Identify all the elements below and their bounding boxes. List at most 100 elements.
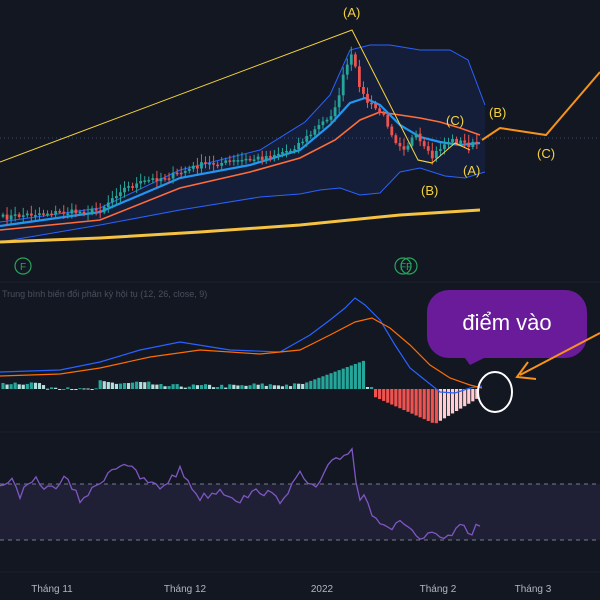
macd-histogram-bar <box>187 386 191 389</box>
macd-histogram-bar <box>378 389 382 400</box>
candle-body <box>455 138 458 144</box>
macd-histogram-bar <box>139 382 143 389</box>
candle-body <box>240 159 244 162</box>
candle-body <box>131 186 134 188</box>
candle-body <box>5 214 9 220</box>
candle-body <box>228 160 232 162</box>
macd-histogram-bar <box>471 389 475 402</box>
rsi-band <box>0 484 600 540</box>
macd-histogram-bar <box>248 385 252 389</box>
macd-histogram-bar <box>341 368 345 389</box>
macd-histogram-bar <box>110 382 114 389</box>
candle-body <box>289 150 292 153</box>
macd-histogram-bar <box>422 389 426 420</box>
macd-histogram-bar <box>337 370 341 389</box>
macd-histogram-bar <box>386 389 390 403</box>
candle-body <box>38 213 41 216</box>
x-tick: Tháng 2 <box>420 584 457 595</box>
macd-histogram-bar <box>244 385 248 389</box>
macd-histogram-bar <box>114 383 118 389</box>
candle-body <box>260 156 264 160</box>
candle-body <box>272 154 276 158</box>
event-marker[interactable]: F <box>394 257 412 275</box>
macd-histogram-bar <box>467 389 471 404</box>
candle-body <box>208 163 211 165</box>
candle-body <box>329 116 333 120</box>
candle-body <box>115 196 118 199</box>
event-marker[interactable]: F <box>14 257 32 275</box>
macd-histogram-bar <box>54 387 58 389</box>
macd-histogram-bar <box>463 389 467 407</box>
candle-body <box>439 149 442 151</box>
macd-histogram-bar <box>236 385 240 389</box>
candle-body <box>191 165 195 169</box>
candle-body <box>224 160 228 163</box>
macd-histogram-bar <box>203 384 208 389</box>
macd-histogram-bar <box>62 388 66 390</box>
ma-long-line <box>0 208 481 244</box>
bollinger-upper <box>0 44 486 223</box>
candle-body <box>451 138 454 143</box>
candle-body <box>220 162 224 166</box>
macd-histogram-bar <box>288 386 293 389</box>
entry-arrow <box>515 332 600 380</box>
candle-body <box>285 150 288 153</box>
svg-text:F: F <box>406 262 412 273</box>
macd-histogram-bar <box>82 388 86 390</box>
macd-histogram-bar <box>191 384 195 389</box>
macd-histogram-bar <box>284 384 289 389</box>
macd-histogram-bar <box>301 383 305 389</box>
macd-histogram-bar <box>442 389 447 419</box>
callout-tail <box>462 354 492 365</box>
candle-body <box>62 211 66 214</box>
candle-body <box>82 211 86 215</box>
candle-body <box>475 141 479 144</box>
x-tick: Tháng 11 <box>31 584 73 595</box>
candle-body <box>366 93 369 103</box>
candle-body <box>159 178 163 182</box>
candle-body <box>301 141 305 144</box>
wave-label-c-major: (C) <box>537 146 555 161</box>
macd-histogram-bar <box>45 388 50 390</box>
macd-histogram-bar <box>264 385 268 389</box>
macd-histogram-bar <box>33 382 37 389</box>
event-marker[interactable]: F <box>400 257 418 275</box>
macd-histogram-bar <box>50 387 54 389</box>
macd-histogram-bar <box>349 365 353 389</box>
rsi-pane[interactable] <box>0 447 600 541</box>
macd-histogram-bar <box>212 387 216 389</box>
macd-histogram-bar <box>25 383 29 389</box>
candle-body <box>17 214 21 217</box>
candle-body <box>248 158 252 161</box>
macd-histogram-bar <box>94 388 98 390</box>
macd-pane[interactable] <box>0 297 483 424</box>
candle-body <box>110 198 114 203</box>
candle-body <box>50 213 53 216</box>
macd-histogram-bar <box>382 389 386 401</box>
x-tick: Tháng 3 <box>515 584 552 595</box>
price-pane[interactable] <box>0 29 600 244</box>
macd-histogram-bar <box>86 388 90 390</box>
candle-body <box>86 213 90 215</box>
candle-body <box>293 149 296 151</box>
candle-body <box>74 209 78 214</box>
candle-body <box>216 164 220 167</box>
macd-histogram-bar <box>17 384 21 389</box>
macd-histogram-bar <box>390 389 394 405</box>
candle-body <box>378 108 382 114</box>
candle-body <box>54 211 58 215</box>
macd-histogram-bar <box>272 385 276 389</box>
candle-body <box>443 144 446 150</box>
macd-histogram-bar <box>434 389 438 424</box>
macd-histogram-bar <box>353 363 357 389</box>
candle-body <box>90 208 94 214</box>
entry-callout: điểm vào <box>427 290 587 365</box>
macd-histogram-bar <box>175 384 179 389</box>
macd-histogram-bar <box>394 389 398 407</box>
macd-histogram-bar <box>216 387 220 389</box>
macd-histogram-bar <box>317 377 321 389</box>
wave-label-b-minor: (B) <box>421 183 438 198</box>
macd-title: Trung bình biến đổi phân kỳ hội tụ (12, … <box>2 289 207 299</box>
candle-body <box>305 135 309 142</box>
